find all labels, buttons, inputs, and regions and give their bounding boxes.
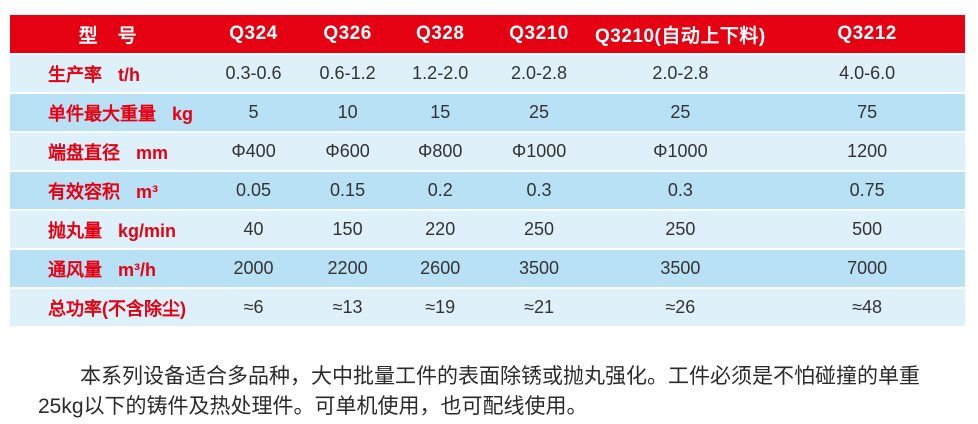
spec-cell: 0.3 [486, 171, 592, 211]
row-header: 有效容积 m³ [10, 171, 206, 211]
spec-cell: 250 [591, 210, 770, 250]
spec-cell: 40 [205, 210, 302, 250]
column-header-q326: Q326 [301, 15, 394, 55]
spec-cell: 250 [486, 210, 592, 250]
spec-cell: 15 [393, 93, 487, 133]
spec-cell: 10 [301, 93, 394, 133]
row-header: 生产率 t/h [10, 54, 206, 94]
spec-cell: 2.0-2.8 [591, 54, 770, 94]
spec-cell: 2.0-2.8 [486, 54, 592, 94]
spec-cell: ≈13 [301, 288, 394, 328]
spec-cell: 0.3-0.6 [205, 54, 302, 94]
row-label: 有效容积 [48, 181, 120, 202]
spec-cell: Φ1000 [486, 132, 592, 172]
spec-cell: 1200 [769, 132, 965, 172]
spec-cell: ≈26 [591, 288, 770, 328]
spec-cell: 25 [486, 93, 592, 133]
column-header-q3210: Q3210 [486, 15, 592, 55]
spec-cell: 3500 [591, 249, 770, 289]
row-header: 抛丸量 kg/min [10, 210, 206, 250]
row-label: 通风量 [48, 259, 102, 280]
row-label: 生产率 [48, 64, 102, 85]
table-row-production-rate: 生产率 t/h 0.3-0.6 0.6-1.2 1.2-2.0 2.0-2.8 2… [10, 54, 965, 94]
description-paragraph: 本系列设备适合多品种，大中批量工件的表面除锈或抛丸强化。工件必须是不怕碰撞的单重… [38, 365, 920, 418]
spec-cell: 75 [769, 93, 965, 133]
row-unit: kg [172, 103, 194, 124]
row-header: 端盘直径 mm [10, 132, 206, 172]
table-row-effective-volume: 有效容积 m³ 0.05 0.15 0.2 0.3 0.3 0.75 [10, 171, 965, 211]
row-label: 单件最大重量 [48, 103, 156, 124]
spec-cell: ≈6 [205, 288, 302, 328]
spec-cell: 2000 [205, 249, 302, 289]
column-header-model: 型 号 [10, 15, 206, 55]
spec-cell: Φ800 [393, 132, 487, 172]
spec-cell: 0.05 [205, 171, 302, 211]
spec-cell: 5 [205, 93, 302, 133]
spec-cell: Φ400 [205, 132, 302, 172]
spec-cell: 0.6-1.2 [301, 54, 394, 94]
spec-cell: 150 [301, 210, 394, 250]
spec-cell: ≈19 [393, 288, 487, 328]
spec-cell: 0.3 [591, 171, 770, 211]
column-header-q324: Q324 [205, 15, 302, 55]
spec-cell: Φ1000 [591, 132, 770, 172]
row-unit: t/h [118, 64, 140, 85]
row-label: 总功率(不含除尘) [48, 298, 186, 319]
spec-cell: 0.15 [301, 171, 394, 211]
row-header: 通风量 m³/h [10, 249, 206, 289]
spec-cell: 2600 [393, 249, 487, 289]
row-unit: kg/min [118, 220, 177, 241]
row-unit: m³ [136, 181, 158, 202]
table-row-max-piece-weight: 单件最大重量 kg 5 10 15 25 25 75 [10, 93, 965, 133]
column-header-q3212: Q3212 [769, 15, 965, 55]
spec-cell: Φ600 [301, 132, 394, 172]
table-row-total-power: 总功率(不含除尘) ≈6 ≈13 ≈19 ≈21 ≈26 ≈48 [10, 288, 965, 328]
spec-cell: 500 [769, 210, 965, 250]
spec-cell: 7000 [769, 249, 965, 289]
spec-cell: 25 [591, 93, 770, 133]
spec-cell: 0.2 [393, 171, 487, 211]
row-header: 总功率(不含除尘) [10, 288, 206, 328]
spec-cell: 1.2-2.0 [393, 54, 487, 94]
spec-cell: 4.0-6.0 [769, 54, 965, 94]
column-header-q328: Q328 [393, 15, 487, 55]
table-header-row: 型 号 Q324 Q326 Q328 Q3210 Q3210(自动上下料) Q3… [10, 15, 965, 55]
row-label: 抛丸量 [48, 220, 102, 241]
row-unit: mm [136, 142, 169, 163]
column-header-q3210-auto: Q3210(自动上下料) [591, 15, 770, 55]
spec-table: 型 号 Q324 Q326 Q328 Q3210 Q3210(自动上下料) Q3… [10, 15, 965, 328]
table-row-shot-flow: 抛丸量 kg/min 40 150 220 250 250 500 [10, 210, 965, 250]
spec-cell: 3500 [486, 249, 592, 289]
spec-cell: 220 [393, 210, 487, 250]
row-header: 单件最大重量 kg [10, 93, 206, 133]
table-row-disc-diameter: 端盘直径 mm Φ400 Φ600 Φ800 Φ1000 Φ1000 1200 [10, 132, 965, 172]
spec-cell: ≈21 [486, 288, 592, 328]
row-label: 端盘直径 [48, 142, 120, 163]
row-unit: m³/h [118, 259, 156, 280]
table-row-ventilation: 通风量 m³/h 2000 2200 2600 3500 3500 7000 [10, 249, 965, 289]
spec-cell: ≈48 [769, 288, 965, 328]
spec-cell: 0.75 [769, 171, 965, 211]
spec-cell: 2200 [301, 249, 394, 289]
